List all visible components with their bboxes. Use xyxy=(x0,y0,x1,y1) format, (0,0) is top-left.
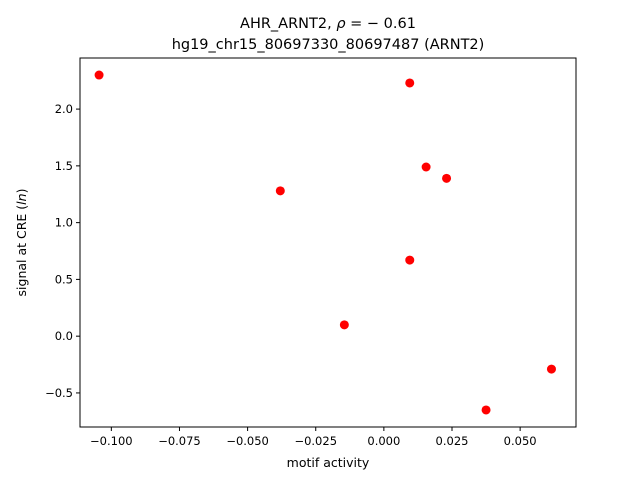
plot-area xyxy=(79,57,577,428)
y-axis-label: signal at CRE (ln) xyxy=(14,189,29,297)
scatter-point xyxy=(94,70,104,80)
scatter-point xyxy=(405,78,415,88)
scatter-point xyxy=(421,162,431,172)
y-tick-label: 1.5 xyxy=(55,159,73,173)
scatter-point xyxy=(546,364,556,374)
x-axis-label: motif activity xyxy=(287,455,370,470)
x-tick-label: 0.000 xyxy=(367,434,400,448)
y-tick-label: 0.0 xyxy=(55,329,73,343)
x-tick-label: 0.025 xyxy=(436,434,469,448)
y-axis: −0.5 0.0 0.5 1.0 1.5 2.0 xyxy=(45,102,80,400)
x-tick-label: −0.100 xyxy=(90,434,133,448)
x-tick-label: −0.075 xyxy=(158,434,201,448)
x-axis: −0.100 −0.075 −0.050 −0.025 0.000 0.025 0.050 xyxy=(90,427,537,448)
y-tick-label: 2.0 xyxy=(55,102,73,116)
data-points xyxy=(94,70,556,415)
chart-title: AHR_ARNT2, ρ = − 0.61 xyxy=(240,16,416,32)
y-tick-label: −0.5 xyxy=(45,386,73,400)
scatter-point xyxy=(442,173,452,183)
scatter-point xyxy=(481,405,491,415)
x-tick-label: −0.025 xyxy=(294,434,337,448)
x-tick-label: 0.050 xyxy=(504,434,537,448)
scatter-point xyxy=(339,320,349,330)
y-tick-label: 1.0 xyxy=(55,216,73,230)
y-tick-label: 0.5 xyxy=(55,272,73,286)
scatter-point xyxy=(275,186,285,196)
x-tick-label: −0.050 xyxy=(226,434,269,448)
scatter-point xyxy=(405,255,415,265)
chart-subtitle: hg19_chr15_80697330_80697487 (ARNT2) xyxy=(172,37,485,53)
